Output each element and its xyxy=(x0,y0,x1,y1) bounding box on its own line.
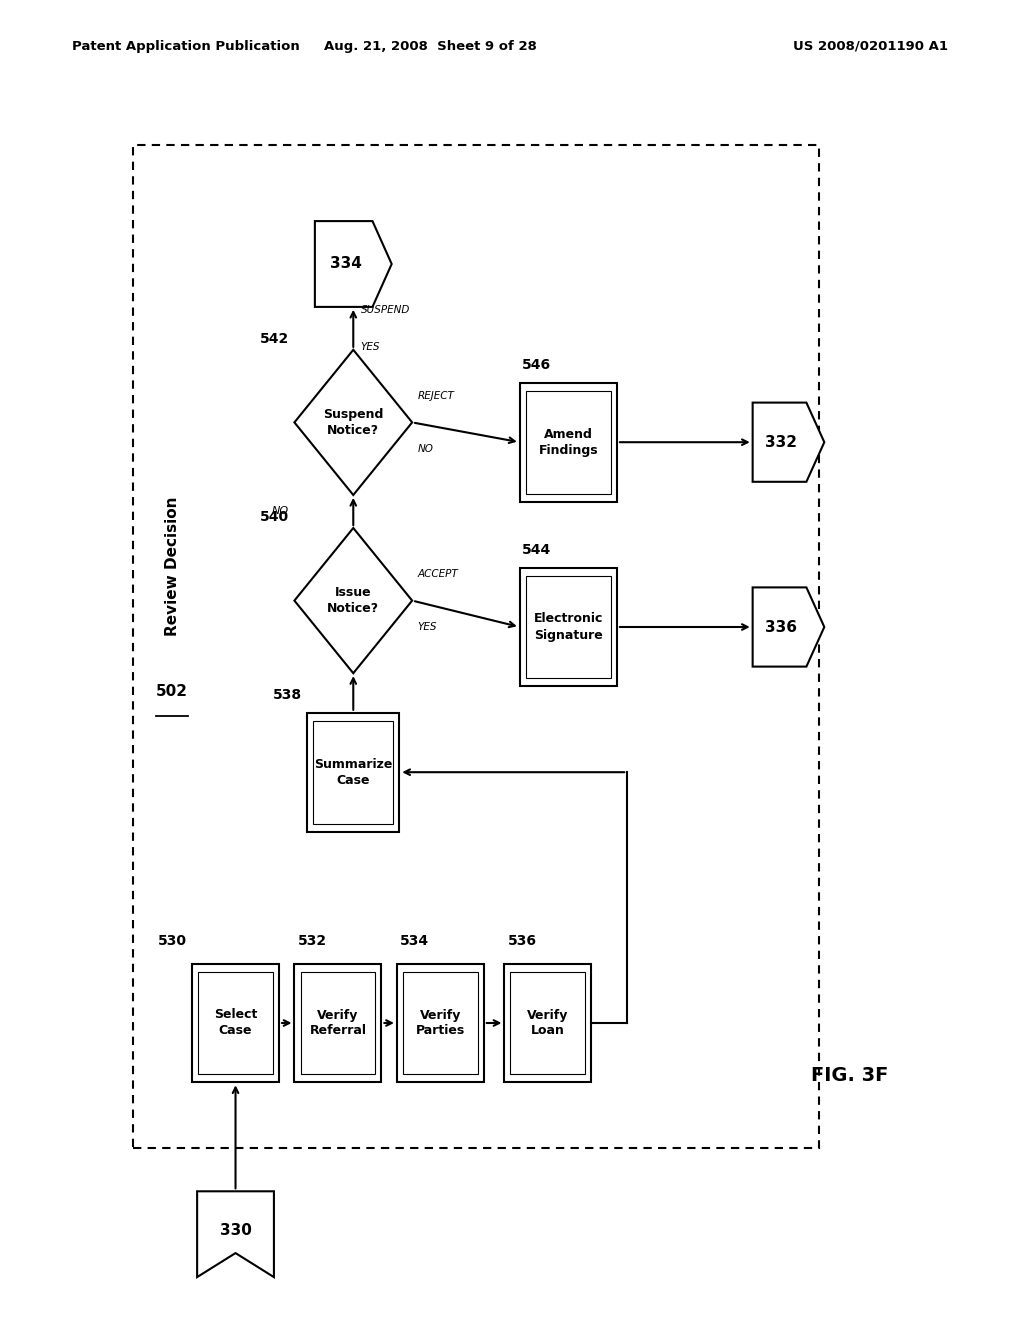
Text: 534: 534 xyxy=(399,933,429,948)
Polygon shape xyxy=(197,1191,274,1278)
Polygon shape xyxy=(753,403,824,482)
Text: REJECT: REJECT xyxy=(418,391,455,401)
Text: 536: 536 xyxy=(508,933,537,948)
Text: 538: 538 xyxy=(273,688,302,702)
FancyBboxPatch shape xyxy=(193,964,279,1082)
Text: 544: 544 xyxy=(522,543,551,557)
FancyBboxPatch shape xyxy=(505,964,592,1082)
Text: YES: YES xyxy=(418,622,437,632)
Text: Verify
Loan: Verify Loan xyxy=(527,1008,568,1038)
Polygon shape xyxy=(295,350,412,495)
Text: Verify
Parties: Verify Parties xyxy=(416,1008,465,1038)
Text: Summarize
Case: Summarize Case xyxy=(314,758,392,787)
FancyBboxPatch shape xyxy=(520,383,616,502)
Text: 332: 332 xyxy=(765,434,798,450)
Text: 532: 532 xyxy=(298,933,327,948)
FancyBboxPatch shape xyxy=(520,568,616,686)
Text: Amend
Findings: Amend Findings xyxy=(539,428,598,457)
Text: Patent Application Publication: Patent Application Publication xyxy=(72,40,299,53)
Text: 530: 530 xyxy=(158,933,186,948)
Text: US 2008/0201190 A1: US 2008/0201190 A1 xyxy=(793,40,948,53)
Polygon shape xyxy=(295,528,412,673)
Text: Review Decision: Review Decision xyxy=(165,496,179,636)
Text: 336: 336 xyxy=(765,619,798,635)
Text: ACCEPT: ACCEPT xyxy=(418,569,458,579)
Text: Aug. 21, 2008  Sheet 9 of 28: Aug. 21, 2008 Sheet 9 of 28 xyxy=(324,40,537,53)
Text: 542: 542 xyxy=(260,331,289,346)
Text: Electronic
Signature: Electronic Signature xyxy=(534,612,603,642)
FancyBboxPatch shape xyxy=(397,964,484,1082)
FancyBboxPatch shape xyxy=(307,713,399,832)
Text: Select
Case: Select Case xyxy=(214,1008,257,1038)
Text: FIG. 3F: FIG. 3F xyxy=(811,1067,889,1085)
Text: Suspend
Notice?: Suspend Notice? xyxy=(324,408,383,437)
Text: NO: NO xyxy=(272,507,289,516)
Text: 334: 334 xyxy=(330,256,361,272)
Text: YES: YES xyxy=(360,342,380,351)
Text: Issue
Notice?: Issue Notice? xyxy=(328,586,379,615)
Text: NO: NO xyxy=(418,444,433,454)
Text: SUSPEND: SUSPEND xyxy=(360,305,410,315)
Text: 502: 502 xyxy=(156,685,188,700)
Polygon shape xyxy=(315,220,391,306)
Text: 546: 546 xyxy=(522,358,551,372)
Polygon shape xyxy=(753,587,824,667)
Text: 330: 330 xyxy=(219,1224,252,1238)
Text: Verify
Referral: Verify Referral xyxy=(309,1008,367,1038)
FancyBboxPatch shape xyxy=(295,964,382,1082)
Text: 540: 540 xyxy=(260,510,289,524)
